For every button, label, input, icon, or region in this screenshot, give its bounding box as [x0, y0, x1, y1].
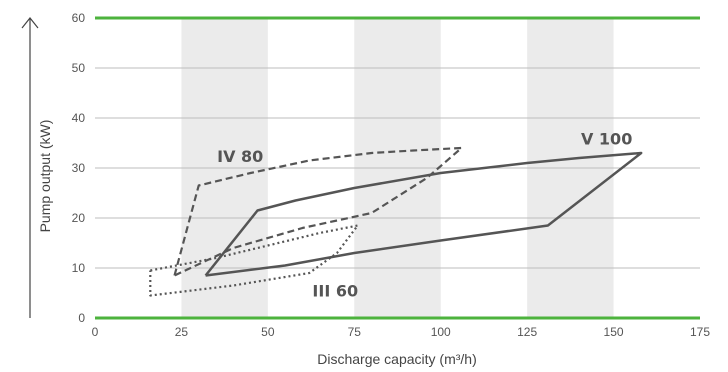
series-label-iv-80: IV 80	[217, 147, 263, 166]
x-tick-25: 25	[175, 325, 189, 339]
series-labels: V 100 IV 80 III 60	[217, 130, 632, 301]
x-tick-100: 100	[431, 325, 451, 339]
y-axis-title: Pump output (kW)	[37, 120, 53, 233]
x-tick-125: 125	[517, 325, 537, 339]
x-tick-175: 175	[690, 325, 710, 339]
y-tick-40: 40	[72, 111, 86, 125]
y-tick-labels: 0 10 20 30 40 50 60	[72, 11, 86, 325]
y-axis-arrowhead	[21, 17, 39, 29]
series-label-iii-60: III 60	[312, 282, 358, 301]
x-tick-0: 0	[92, 325, 99, 339]
x-tick-labels: 0 25 50 75 100 125 150 175	[92, 325, 711, 339]
x-axis-title: Discharge capacity (m³/h)	[317, 351, 477, 367]
y-tick-10: 10	[72, 261, 86, 275]
series-iv-80	[173, 146, 463, 277]
x-tick-50: 50	[261, 325, 275, 339]
series-group	[149, 146, 643, 297]
y-tick-30: 30	[72, 161, 86, 175]
x-tick-150: 150	[604, 325, 624, 339]
y-tick-0: 0	[78, 311, 85, 325]
grid-lines	[95, 16, 700, 320]
series-label-v-100: V 100	[581, 130, 632, 149]
y-tick-20: 20	[72, 211, 86, 225]
x-tick-75: 75	[348, 325, 362, 339]
series-v-100	[204, 151, 643, 277]
y-tick-50: 50	[72, 61, 86, 75]
y-tick-60: 60	[72, 11, 86, 25]
